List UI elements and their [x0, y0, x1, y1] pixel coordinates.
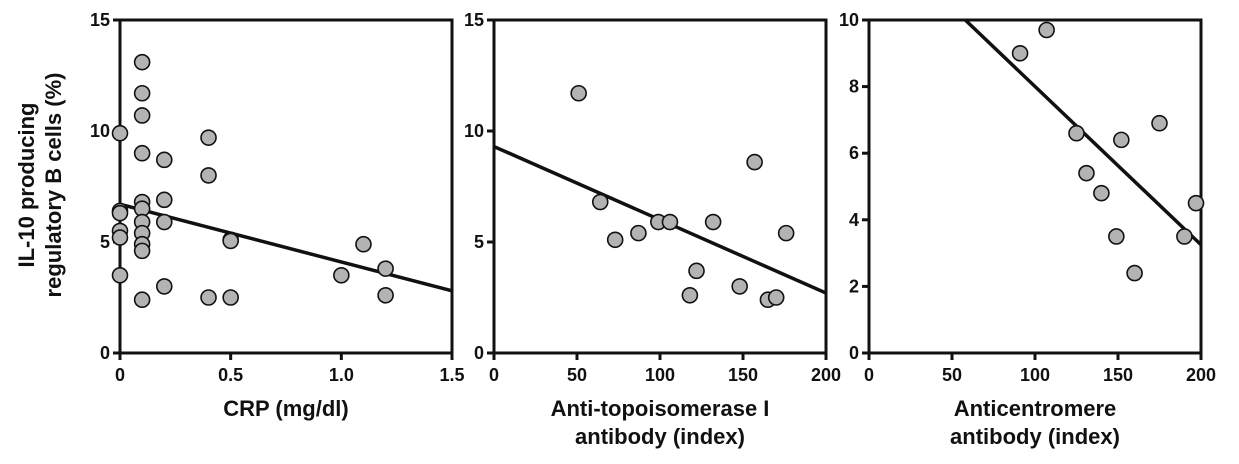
x-axis-label: antibody (index) [950, 424, 1120, 449]
data-point [200, 129, 217, 146]
data-point [570, 84, 587, 102]
data-point [222, 232, 239, 250]
data-point [606, 231, 624, 249]
y-tick-label: 10 [90, 121, 110, 141]
data-point [1093, 184, 1110, 202]
data-point [155, 278, 173, 295]
y-tick-label: 15 [90, 10, 110, 30]
y-tick-label: 5 [474, 232, 484, 252]
data-point [591, 193, 609, 211]
x-tick-label: 150 [728, 365, 758, 385]
data-point [1187, 194, 1205, 212]
x-axis-label: Anticentromere [954, 396, 1117, 421]
data-point [133, 53, 151, 71]
x-tick-label: 50 [942, 365, 962, 385]
y-tick-label: 10 [839, 10, 859, 30]
x-tick-label: 0 [489, 365, 499, 385]
data-point [111, 266, 129, 284]
y-tick-label: 0 [474, 343, 484, 363]
x-tick-label: 150 [1103, 365, 1133, 385]
data-point [133, 242, 151, 260]
data-point [200, 289, 217, 306]
data-point [355, 235, 372, 253]
y-tick-label: 8 [849, 77, 859, 97]
data-point [111, 124, 129, 142]
data-point [704, 213, 722, 231]
data-point [1126, 264, 1143, 282]
regression-line [120, 202, 452, 293]
data-point [133, 84, 151, 102]
data-point [777, 224, 795, 242]
plot-frame [118, 18, 454, 355]
data-point [111, 204, 129, 222]
x-tick-label: 200 [1186, 365, 1216, 385]
data-point [222, 289, 239, 306]
data-point [661, 213, 679, 231]
data-point [746, 153, 763, 171]
x-axis-label: antibody (index) [575, 424, 745, 449]
y-tick-label: 4 [849, 210, 859, 230]
plot-frame [867, 18, 1203, 355]
data-point [1151, 114, 1168, 132]
data-point [630, 224, 647, 242]
data-point [1011, 44, 1029, 62]
y-tick-label: 0 [100, 343, 110, 363]
data-point [200, 167, 217, 184]
data-point [377, 286, 394, 304]
data-point [133, 144, 151, 162]
x-tick-label: 1.0 [329, 365, 354, 385]
y-tick-label: 5 [100, 232, 110, 252]
y-axis-label-line-1: IL-10 producing [14, 103, 39, 268]
data-point [155, 213, 173, 231]
y-tick-label: 2 [849, 276, 859, 296]
x-tick-label: 0 [864, 365, 874, 385]
y-tick-label: 10 [464, 121, 484, 141]
x-axis-label: Anti-topoisomerase I [551, 396, 770, 421]
data-point [1068, 124, 1085, 142]
x-axis-label: CRP (mg/dl) [223, 396, 348, 421]
x-tick-label: 0 [115, 365, 125, 385]
data-point [133, 291, 151, 309]
data-point [767, 289, 785, 306]
y-tick-label: 0 [849, 343, 859, 363]
x-tick-label: 100 [1020, 365, 1050, 385]
data-point [155, 191, 173, 209]
data-point [681, 286, 699, 304]
x-tick-label: 50 [567, 365, 587, 385]
x-tick-label: 1.5 [439, 365, 464, 385]
data-point [1078, 164, 1095, 182]
data-point [333, 266, 350, 284]
x-tick-label: 100 [645, 365, 675, 385]
data-point [1113, 131, 1130, 149]
data-point [1176, 228, 1193, 245]
data-point [133, 107, 151, 124]
data-point [155, 151, 173, 169]
data-point [377, 260, 394, 277]
y-axis-label-line-2: regulatory B cells (%) [41, 73, 66, 298]
y-tick-label: 15 [464, 10, 484, 30]
data-point [1038, 21, 1055, 39]
y-tick-label: 6 [849, 143, 859, 163]
x-tick-label: 200 [811, 365, 841, 385]
x-tick-label: 0.5 [218, 365, 243, 385]
data-point [688, 262, 705, 280]
data-point [111, 229, 129, 246]
data-point [731, 278, 748, 295]
data-point [1108, 228, 1125, 245]
panel-crp: 0 5 10 15 0 0.5 1.0 1.5 CRP (mg/dl) [90, 10, 465, 421]
